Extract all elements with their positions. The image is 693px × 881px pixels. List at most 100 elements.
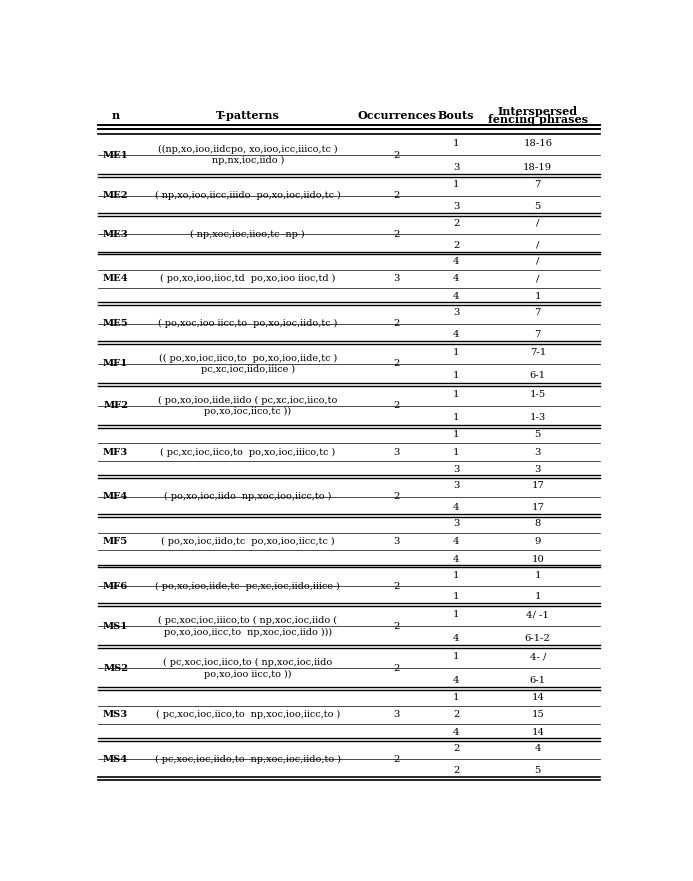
Text: 2: 2	[394, 402, 400, 411]
Text: ( po,xo,ioc,iido,tc  po,xo,ioo,iicc,tc ): ( po,xo,ioc,iido,tc po,xo,ioo,iicc,tc )	[161, 537, 335, 546]
Text: 1: 1	[453, 139, 459, 148]
Text: ( po,xoc,ioo iicc,to  po,xo,ioc,iido,tc ): ( po,xoc,ioo iicc,to po,xo,ioc,iido,tc )	[158, 319, 337, 328]
Text: ME1: ME1	[103, 151, 128, 159]
Text: 4: 4	[534, 744, 541, 753]
Text: 4- /: 4- /	[529, 652, 546, 661]
Text: 1: 1	[453, 611, 459, 619]
Text: ( po,xo,ioo,iioc,td  po,xo,ioo iioc,td ): ( po,xo,ioo,iioc,td po,xo,ioo iioc,td )	[160, 274, 335, 284]
Text: 1: 1	[453, 571, 459, 580]
Text: 1: 1	[534, 571, 541, 580]
Text: 2: 2	[394, 359, 400, 368]
Text: 7: 7	[534, 308, 541, 317]
Text: 3: 3	[453, 519, 459, 529]
Text: MS2: MS2	[103, 664, 128, 673]
Text: n: n	[112, 110, 120, 122]
Text: 4: 4	[453, 633, 459, 642]
Text: ( pc,xc,ioc,iico,to  po,xo,ioc,iiico,tc ): ( pc,xc,ioc,iico,to po,xo,ioc,iiico,tc )	[160, 448, 335, 456]
Text: 4: 4	[453, 274, 459, 284]
Text: 2: 2	[394, 622, 400, 631]
Text: 14: 14	[532, 728, 544, 737]
Text: 2: 2	[453, 744, 459, 753]
Text: 4: 4	[453, 256, 459, 266]
Text: Bouts: Bouts	[438, 110, 475, 122]
Text: 1: 1	[453, 348, 459, 357]
Text: 3: 3	[394, 537, 400, 546]
Text: 1: 1	[453, 389, 459, 399]
Text: 2: 2	[394, 664, 400, 673]
Text: 2: 2	[453, 710, 459, 719]
Text: 1: 1	[453, 181, 459, 189]
Text: 18-16: 18-16	[523, 139, 552, 148]
Text: 4: 4	[453, 554, 459, 564]
Text: 2: 2	[394, 230, 400, 239]
Text: 3: 3	[453, 482, 459, 491]
Text: 14: 14	[532, 692, 544, 701]
Text: 2: 2	[394, 191, 400, 200]
Text: 18-19: 18-19	[523, 162, 552, 172]
Text: 4/ -1: 4/ -1	[526, 611, 550, 619]
Text: 2: 2	[453, 219, 459, 228]
Text: ( po,xo,ioc,iido  np,xoc,ioo,iicc,to ): ( po,xo,ioc,iido np,xoc,ioo,iicc,to )	[164, 492, 331, 501]
Text: MF5: MF5	[103, 537, 128, 546]
Text: (( po,xo,ioc,iico,to  po,xo,ioo,iide,tc )
pc,xc,ioc,iido,iiice ): (( po,xo,ioc,iico,to po,xo,ioo,iide,tc )…	[159, 353, 337, 374]
Text: MF4: MF4	[103, 492, 128, 501]
Text: ME4: ME4	[103, 274, 128, 284]
Text: 1: 1	[534, 592, 541, 602]
Text: 4: 4	[453, 676, 459, 685]
Text: ME5: ME5	[103, 319, 128, 328]
Text: MF2: MF2	[103, 402, 128, 411]
Text: 7: 7	[534, 181, 541, 189]
Text: T-patterns: T-patterns	[216, 110, 280, 122]
Text: 6-1-2: 6-1-2	[525, 633, 551, 642]
Text: ((np,xo,ioo,iidcpo, xo,ioo,icc,iiico,tc )
np,nx,ioc,iido ): ((np,xo,ioo,iidcpo, xo,ioo,icc,iiico,tc …	[158, 145, 337, 166]
Text: 2: 2	[453, 241, 459, 249]
Text: MS3: MS3	[103, 710, 128, 719]
Text: 1-3: 1-3	[529, 413, 546, 422]
Text: ( np,xo,ioo,iicc,iiido  po,xo,ioc,iido,tc ): ( np,xo,ioo,iicc,iiido po,xo,ioc,iido,tc…	[155, 191, 341, 200]
Text: 3: 3	[453, 162, 459, 172]
Text: 2: 2	[394, 755, 400, 764]
Text: 4: 4	[453, 537, 459, 546]
Text: 3: 3	[453, 465, 459, 474]
Text: 1: 1	[453, 692, 459, 701]
Text: ( pc,xoc,ioc,iiico,to ( np,xoc,ioc,iido (
po,xo,ioo,iicc,to  np,xoc,ioc,iido ))): ( pc,xoc,ioc,iiico,to ( np,xoc,ioc,iido …	[158, 616, 337, 637]
Text: 3: 3	[534, 465, 541, 474]
Text: MF3: MF3	[103, 448, 128, 456]
Text: ME2: ME2	[103, 191, 128, 200]
Text: 4: 4	[453, 329, 459, 339]
Text: 1: 1	[453, 448, 459, 456]
Text: ( pc,xoc,ioc,iico,to  np,xoc,ioo,iicc,to ): ( pc,xoc,ioc,iico,to np,xoc,ioo,iicc,to …	[156, 710, 340, 719]
Text: ( po,xo,ioo,iide,tc  pc,xc,ioc,iido,iiice ): ( po,xo,ioo,iide,tc pc,xc,ioc,iido,iiice…	[155, 581, 340, 590]
Text: 7-1: 7-1	[529, 348, 546, 357]
Text: ( po,xo,ioo,iide,iido ( pc,xc,ioc,iico,to
po,xo,ioc,iico,tc )): ( po,xo,ioo,iide,iido ( pc,xc,ioc,iico,t…	[158, 396, 337, 416]
Text: 6-1: 6-1	[529, 676, 546, 685]
Text: 5: 5	[534, 202, 541, 211]
Text: 5: 5	[534, 766, 541, 774]
Text: 1: 1	[453, 413, 459, 422]
Text: 1: 1	[534, 292, 541, 301]
Text: ME3: ME3	[103, 230, 128, 239]
Text: /: /	[536, 241, 539, 249]
Text: 5: 5	[534, 430, 541, 439]
Text: 1: 1	[453, 371, 459, 381]
Text: 2: 2	[453, 766, 459, 774]
Text: 17: 17	[532, 503, 544, 512]
Text: /: /	[536, 219, 539, 228]
Text: /: /	[536, 274, 539, 284]
Text: Interspersed: Interspersed	[498, 107, 578, 117]
Text: 6-1: 6-1	[529, 371, 546, 381]
Text: 3: 3	[453, 202, 459, 211]
Text: 3: 3	[534, 448, 541, 456]
Text: 4: 4	[453, 503, 459, 512]
Text: 3: 3	[394, 710, 400, 719]
Text: MF1: MF1	[103, 359, 128, 368]
Text: 10: 10	[532, 554, 544, 564]
Text: 1-5: 1-5	[529, 389, 546, 399]
Text: 2: 2	[394, 319, 400, 328]
Text: ( pc,xoc,ioc,iico,to ( np,xoc,ioc,iido
po,xo,ioo iicc,to )): ( pc,xoc,ioc,iico,to ( np,xoc,ioc,iido p…	[163, 658, 333, 678]
Text: ( np,xoc,ioc,iioo,tc  np ): ( np,xoc,ioc,iioo,tc np )	[191, 230, 305, 239]
Text: ( pc,xoc,ioc,iido,to  np,xoc,ioc,iido,to ): ( pc,xoc,ioc,iido,to np,xoc,ioc,iido,to …	[155, 755, 341, 764]
Text: 9: 9	[534, 537, 541, 546]
Text: Occurrences: Occurrences	[357, 110, 436, 122]
Text: MF6: MF6	[103, 581, 128, 590]
